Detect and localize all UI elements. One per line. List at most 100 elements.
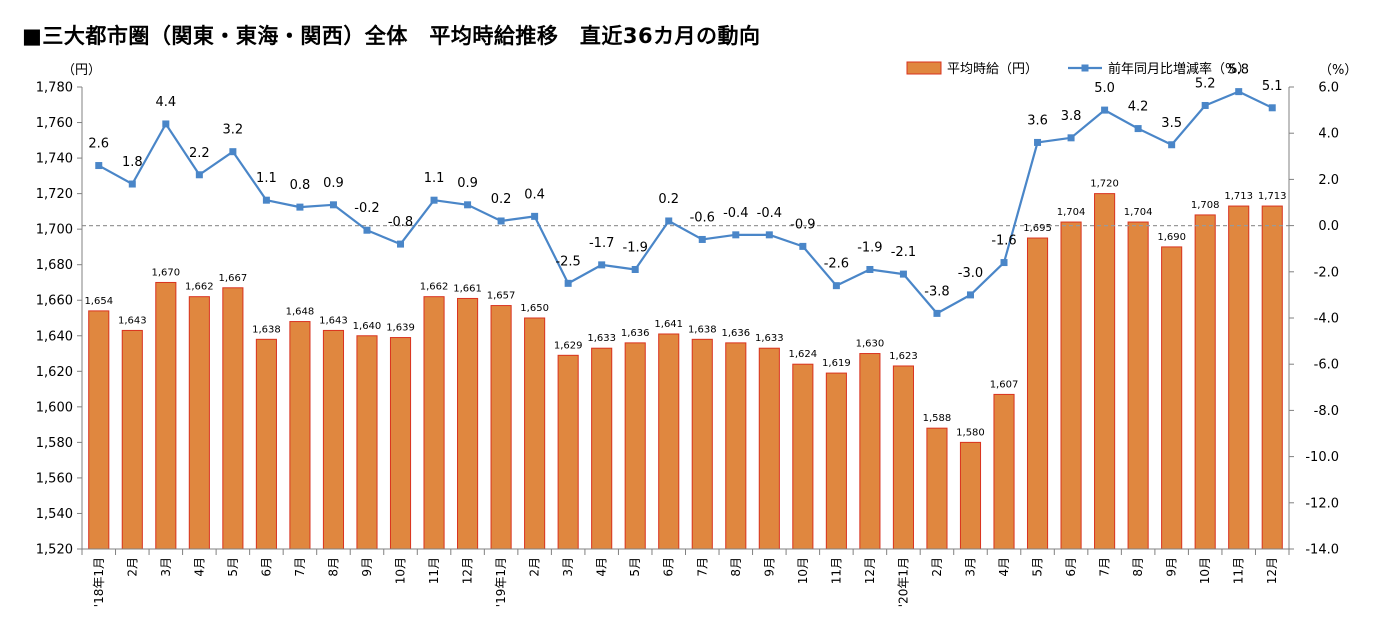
x-tick-label: 4月 [997,557,1011,577]
bar [1127,221,1149,550]
line-value-label: -2.1 [891,245,916,260]
line-value-label: 4.2 [1128,100,1149,115]
x-tick-label: 2月 [528,557,542,577]
line-point [229,148,237,156]
x-tick-label: 9月 [360,557,374,577]
line-value-label: -1.6 [991,234,1016,249]
bar [188,296,210,550]
line-point [799,242,807,250]
bar [1194,214,1216,550]
bar [691,338,713,550]
line-point [329,201,337,209]
y-right-tick-label: 4.0 [1318,127,1339,142]
y-left-tick-label: 1,600 [36,400,73,415]
x-tick-label: 4月 [192,557,206,577]
bar-value-label: 1,667 [219,273,248,284]
line-value-label: 3.6 [1027,113,1048,128]
bar-value-label: 1,662 [420,282,449,293]
line-point [1034,138,1042,146]
line-point [1067,134,1075,142]
y-right-tick-label: -6.0 [1314,358,1339,373]
line-point [899,270,907,278]
bar-value-label: 1,640 [353,321,382,332]
x-tick-label: '18年1月 [92,557,106,607]
bar-value-label: 1,704 [1057,207,1086,218]
line-point [430,196,438,204]
line-point [1201,101,1209,109]
bar [1161,246,1183,550]
bar [121,329,143,550]
x-tick-label: 7月 [695,557,709,577]
line-value-label: 5.1 [1262,79,1283,94]
line-value-label: 0.2 [491,192,512,207]
line-value-label: -3.0 [958,266,983,281]
line-value-label: -2.6 [824,257,849,272]
y-left-tick-label: 1,780 [36,81,73,96]
bar-value-label: 1,630 [856,339,885,350]
bar [758,347,780,550]
bar-value-label: 1,639 [386,323,415,334]
bar-value-label: 1,588 [923,413,952,424]
x-tick-label: 9月 [1165,557,1179,577]
x-tick-label: 3月 [963,557,977,577]
bar-value-label: 1,629 [554,340,583,351]
bar [892,365,914,550]
bar [457,297,479,550]
x-tick-label: 10月 [1198,557,1212,584]
line-value-label: 1.1 [256,171,277,186]
bar-value-label: 1,713 [1258,191,1287,202]
y-right-unit-label: （%） [1319,63,1357,78]
bar-value-label: 1,650 [520,303,549,314]
line-series-path [98,90,1273,315]
legend-line-label: 前年同月比増減率（%） [1108,61,1250,77]
y-left-tick-label: 1,740 [36,152,73,167]
line-value-label: 3.5 [1161,116,1182,131]
line-value-label: 4.4 [155,95,176,110]
line-point [1268,104,1276,112]
line-value-label: -0.9 [790,217,815,232]
chart-title: ■三大都市圏（関東・東海・関西）全体 平均時給推移 直近36カ月の動向 [22,24,761,48]
bar [222,287,244,550]
line-point [1235,88,1243,96]
line-point [933,309,941,317]
y-left-tick-label: 1,680 [36,258,73,273]
bar-value-label: 1,661 [453,283,482,294]
bar [993,393,1015,550]
line-point [598,261,606,269]
bar-value-label: 1,695 [1023,223,1052,234]
bar [255,338,277,550]
y-left-unit-label: （円） [62,63,101,78]
bar-value-label: 1,633 [755,333,784,344]
line-point [1134,125,1142,133]
line-point [866,265,874,273]
y-left-tick-label: 1,580 [36,436,73,451]
bar [725,342,747,550]
x-tick-label: 7月 [1098,557,1112,577]
bar [356,335,378,550]
bar-value-label: 1,641 [654,319,683,330]
bar-value-label: 1,643 [118,315,147,326]
x-tick-label: 12月 [461,557,475,584]
line-point [631,265,639,273]
bar [490,305,512,550]
bar [591,347,613,550]
y-right-tick-label: -4.0 [1314,312,1339,327]
bar [289,321,311,550]
y-right-tick-label: -14.0 [1305,543,1339,558]
x-tick-label: 5月 [1031,557,1045,577]
bar-value-label: 1,638 [252,324,281,335]
line-point [1168,141,1176,149]
y-left-tick-label: 1,700 [36,223,73,238]
line-value-label: 5.0 [1094,81,1115,96]
line-point [966,291,974,299]
y-right-tick-label: -10.0 [1305,450,1339,465]
bar [322,329,345,550]
x-tick-label: 5月 [226,557,240,577]
bar [959,441,982,550]
bar-value-label: 1,624 [789,349,818,360]
x-tick-label: 3月 [561,557,575,577]
line-value-label: -3.8 [924,284,949,299]
line-point [765,231,773,239]
line-value-label: -0.4 [757,206,782,221]
bar [1228,205,1250,550]
